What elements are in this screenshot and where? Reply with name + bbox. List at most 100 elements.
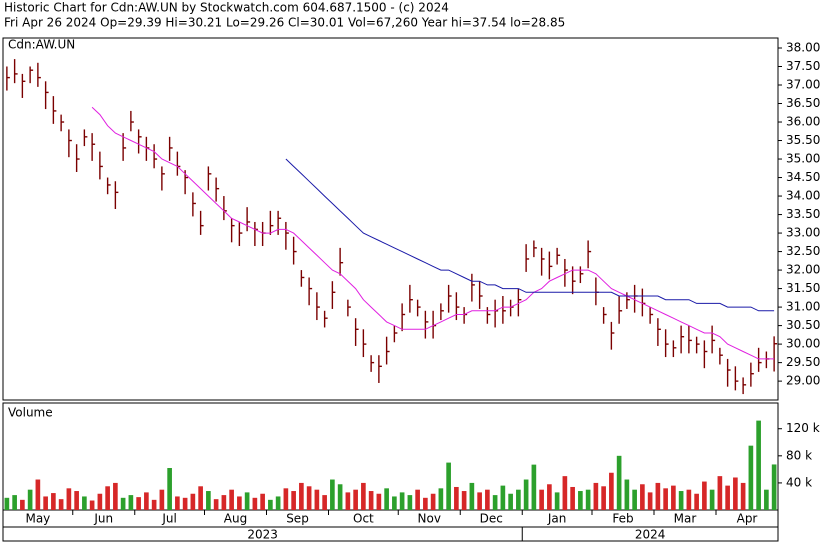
volume-bar bbox=[547, 484, 552, 510]
volume-bar bbox=[27, 489, 33, 510]
volume-bar bbox=[337, 484, 343, 510]
volume-bar bbox=[702, 481, 707, 510]
volume-bar bbox=[392, 496, 397, 510]
volume-bar bbox=[368, 491, 374, 510]
volume-bar bbox=[167, 468, 172, 510]
y-tick-label: 34.00 bbox=[786, 189, 820, 203]
volume-bar bbox=[182, 497, 188, 510]
volume-bar bbox=[624, 479, 630, 510]
month-label: Oct bbox=[353, 512, 374, 526]
volume-bar bbox=[306, 486, 312, 510]
volume-bar bbox=[647, 492, 653, 510]
volume-bar bbox=[601, 486, 606, 510]
volume-bar bbox=[764, 489, 769, 510]
volume-bar bbox=[671, 485, 676, 510]
volume-bar bbox=[454, 486, 459, 510]
volume-bar bbox=[748, 445, 754, 510]
volume-bar bbox=[66, 488, 72, 510]
volume-bar bbox=[740, 482, 746, 510]
volume-bar bbox=[500, 485, 506, 510]
volume-bar bbox=[361, 482, 366, 510]
volume-bar bbox=[136, 497, 141, 510]
chart-subtitle: Fri Apr 26 2024 Op=29.39 Hi=30.21 Lo=29.… bbox=[4, 16, 565, 30]
volume-bar bbox=[446, 462, 451, 510]
volume-bar bbox=[283, 488, 289, 510]
volume-bar bbox=[756, 420, 761, 510]
moving-average bbox=[91, 106, 775, 360]
y-tick-label: 35.00 bbox=[786, 152, 820, 166]
volume-bar bbox=[105, 486, 110, 510]
volume-bar bbox=[399, 492, 405, 510]
volume-tick-label: 80 k bbox=[786, 448, 812, 462]
y-tick-label: 29.00 bbox=[786, 374, 820, 388]
volume-bar bbox=[353, 489, 358, 510]
volume-bar bbox=[151, 499, 157, 510]
volume-bar bbox=[709, 489, 715, 510]
month-label: Apr bbox=[737, 512, 758, 526]
volume-bar bbox=[213, 499, 219, 510]
volume-bar bbox=[237, 496, 242, 510]
year-label: 2024 bbox=[635, 528, 666, 542]
volume-bar bbox=[198, 486, 203, 510]
volume-bar bbox=[43, 496, 48, 510]
volume-bar bbox=[609, 472, 614, 510]
volume-bar bbox=[694, 493, 699, 510]
volume-bar bbox=[74, 491, 79, 510]
y-tick-label: 30.00 bbox=[786, 337, 820, 351]
volume-bar bbox=[330, 479, 335, 510]
volume-bar bbox=[508, 493, 513, 510]
volume-bar bbox=[376, 493, 382, 510]
volume-bar bbox=[438, 488, 444, 510]
volume-bar bbox=[260, 493, 265, 510]
volume-bar bbox=[616, 455, 622, 510]
volume-bar bbox=[51, 493, 56, 510]
y-tick-label: 38.00 bbox=[786, 40, 820, 54]
volume-bar bbox=[252, 497, 258, 510]
y-tick-label: 29.50 bbox=[786, 355, 820, 369]
volume-bar bbox=[221, 495, 227, 510]
volume-bar bbox=[206, 491, 211, 510]
volume-bar bbox=[175, 496, 180, 510]
volume-bar bbox=[678, 491, 684, 510]
y-tick-label: 34.50 bbox=[786, 170, 820, 184]
month-label: May bbox=[25, 512, 50, 526]
month-label: Feb bbox=[612, 512, 633, 526]
y-tick-label: 32.50 bbox=[786, 244, 820, 258]
volume-bar bbox=[384, 488, 389, 510]
volume-bar bbox=[229, 489, 234, 510]
volume-bar bbox=[725, 485, 730, 510]
volume-bar bbox=[275, 496, 281, 510]
volume-bar bbox=[423, 497, 428, 510]
volume-bar bbox=[97, 493, 103, 510]
volume-bar bbox=[58, 499, 64, 510]
volume-bar bbox=[291, 491, 296, 510]
volume-bar bbox=[523, 479, 529, 510]
volume-tick-label: 120 k bbox=[786, 421, 820, 435]
volume-bar bbox=[268, 499, 273, 510]
volume-bar bbox=[477, 492, 482, 510]
volume-bar bbox=[120, 497, 126, 510]
volume-bar bbox=[771, 464, 777, 510]
volume-bar bbox=[632, 489, 637, 510]
volume-bar bbox=[570, 486, 575, 510]
y-tick-label: 33.50 bbox=[786, 207, 820, 221]
volume-bar bbox=[299, 482, 304, 510]
year-label: 2023 bbox=[247, 528, 278, 542]
y-tick-label: 36.00 bbox=[786, 115, 820, 129]
month-label: Nov bbox=[418, 512, 441, 526]
y-tick-label: 33.00 bbox=[786, 226, 820, 240]
volume-bar bbox=[113, 482, 118, 510]
month-label: Jul bbox=[161, 512, 176, 526]
volume-bar bbox=[485, 489, 490, 510]
month-label: Jun bbox=[93, 512, 113, 526]
volume-tick-label: 40 k bbox=[786, 475, 812, 489]
volume-bar bbox=[244, 492, 250, 510]
volume-bar bbox=[12, 495, 17, 510]
volume-bar bbox=[554, 492, 560, 510]
y-tick-label: 31.00 bbox=[786, 300, 820, 314]
volume-bar bbox=[430, 493, 436, 510]
volume-bar bbox=[20, 499, 25, 510]
volume-bar bbox=[585, 489, 591, 510]
